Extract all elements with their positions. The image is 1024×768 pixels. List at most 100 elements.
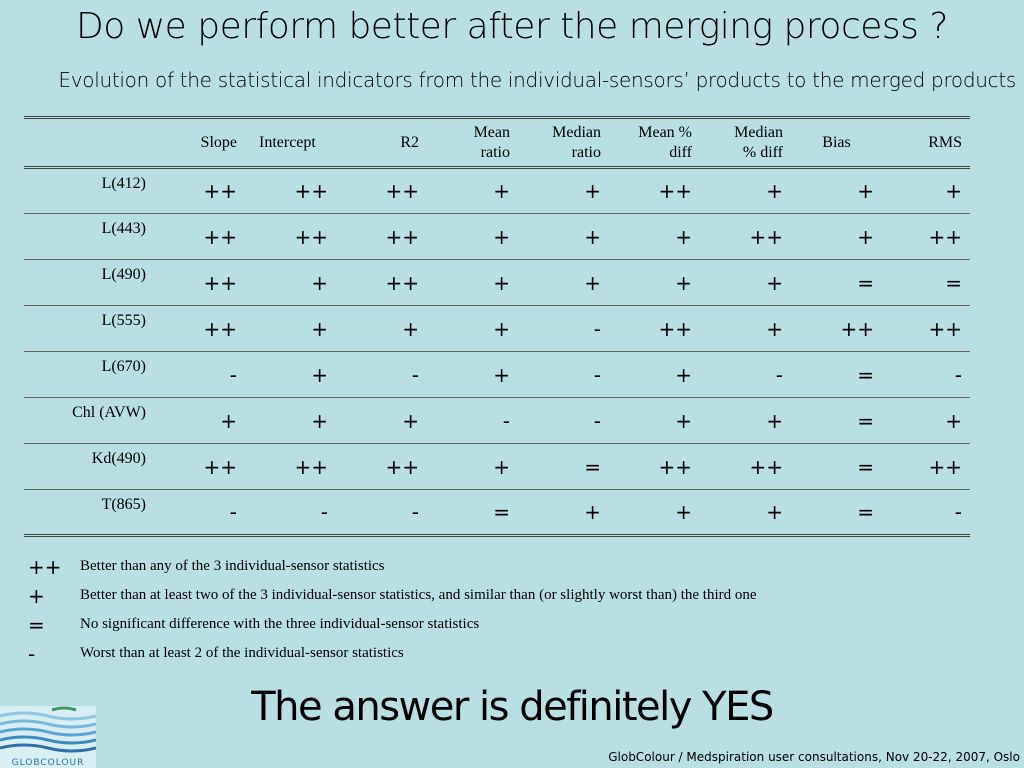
wave-logo-icon bbox=[0, 727, 96, 737]
slide-subtitle: Evolution of the statistical indicators … bbox=[58, 68, 1016, 92]
legend-item: + Better than at least two of the 3 indi… bbox=[28, 581, 1008, 610]
header-r2: R2 bbox=[400, 133, 419, 151]
table-cell: ++ bbox=[658, 316, 692, 341]
table-cell: - bbox=[593, 408, 601, 433]
table-cell: - bbox=[229, 500, 237, 524]
table-cell: + bbox=[311, 362, 328, 387]
table-cell: - bbox=[593, 362, 601, 387]
table-cell: + bbox=[493, 454, 510, 479]
table-cell: ++ bbox=[203, 316, 237, 341]
table-cell: = bbox=[857, 454, 874, 479]
wave-logo-icon bbox=[0, 743, 96, 753]
table-cell: ++ bbox=[928, 316, 962, 341]
header-empty bbox=[24, 118, 154, 168]
wave-logo-icon bbox=[0, 735, 96, 745]
table-cell: + bbox=[857, 224, 874, 249]
wave-logo-icon bbox=[0, 711, 96, 721]
table-cell: + bbox=[584, 224, 601, 249]
table-cell: - bbox=[229, 362, 237, 387]
header-median-ratio: Median ratio bbox=[552, 123, 601, 161]
table-cell: + bbox=[311, 270, 328, 295]
header-intercept: Intercept bbox=[259, 133, 316, 151]
table-cell: = bbox=[945, 270, 962, 295]
header-rms: RMS bbox=[928, 133, 962, 151]
legend: ++ Better than any of the 3 individual-s… bbox=[28, 552, 1008, 668]
table-cell: + bbox=[675, 362, 692, 387]
table-row: T(865) - - - = + + + = - bbox=[24, 490, 970, 536]
table-cell: + bbox=[766, 179, 783, 203]
wave-logo-icon bbox=[51, 706, 77, 712]
legend-text: Better than at least two of the 3 indivi… bbox=[80, 587, 757, 603]
legend-text: No significant difference with the three… bbox=[80, 616, 480, 632]
table-row: L(412) ++ ++ ++ + + ++ + + + bbox=[24, 168, 970, 214]
table-cell: + bbox=[493, 179, 510, 203]
table-cell: - bbox=[775, 362, 783, 387]
logo-text: GLOBCOLOUR bbox=[12, 758, 85, 768]
table-row: Kd(490) ++ ++ ++ + = ++ ++ = ++ bbox=[24, 444, 970, 490]
slide-title: Do we perform better after the merging p… bbox=[76, 6, 948, 47]
legend-item: - Worst than at least 2 of the individua… bbox=[28, 639, 1008, 668]
globcolour-logo: GLOBCOLOUR bbox=[0, 706, 96, 768]
table-cell: ++ bbox=[294, 179, 328, 203]
row-label: L(490) bbox=[101, 266, 146, 283]
table-cell: = bbox=[857, 408, 874, 433]
table-cell: ++ bbox=[928, 454, 962, 479]
table-cell: + bbox=[493, 224, 510, 249]
legend-symbol: - bbox=[28, 641, 36, 666]
table-cell: + bbox=[311, 408, 328, 433]
table-cell: ++ bbox=[385, 179, 419, 203]
table-cell: ++ bbox=[203, 270, 237, 295]
header-mean-ratio: Mean ratio bbox=[473, 123, 510, 161]
table-row: L(443) ++ ++ ++ + + + ++ + ++ bbox=[24, 214, 970, 260]
wave-logo-icon bbox=[0, 719, 96, 729]
table-cell: + bbox=[675, 224, 692, 249]
table-cell: + bbox=[857, 179, 874, 203]
table-cell: + bbox=[945, 408, 962, 433]
footer: GlobColour / Medspiration user consultat… bbox=[608, 750, 1020, 764]
table-cell: - bbox=[320, 500, 328, 524]
table-cell: ++ bbox=[749, 454, 783, 479]
table-cell: - bbox=[502, 408, 510, 433]
row-label: L(443) bbox=[101, 220, 146, 237]
row-label: L(412) bbox=[101, 175, 146, 192]
table-cell: + bbox=[766, 408, 783, 433]
table-cell: ++ bbox=[840, 316, 874, 341]
table-cell: - bbox=[954, 500, 962, 524]
table-cell: + bbox=[766, 500, 783, 524]
legend-item: = No significant difference with the thr… bbox=[28, 610, 1008, 639]
legend-symbol: = bbox=[28, 612, 45, 637]
indicators-table: Slope Intercept R2 Mean ratio Median ratio… bbox=[24, 116, 970, 537]
table-cell: = bbox=[584, 454, 601, 479]
table-cell: + bbox=[220, 408, 237, 433]
header-bias: Bias bbox=[822, 133, 851, 151]
table-cell: + bbox=[493, 316, 510, 341]
table-cell: + bbox=[402, 316, 419, 341]
table-cell: ++ bbox=[203, 224, 237, 249]
row-label: Chl (AVW) bbox=[72, 404, 146, 421]
row-label: L(670) bbox=[101, 358, 146, 375]
table-cell: ++ bbox=[658, 454, 692, 479]
table-row: L(670) - + - + - + - = - bbox=[24, 352, 970, 398]
table-cell: ++ bbox=[203, 179, 237, 203]
table-cell: + bbox=[945, 179, 962, 203]
table-cell: ++ bbox=[294, 454, 328, 479]
table-cell: + bbox=[766, 316, 783, 341]
table-cell: + bbox=[766, 270, 783, 295]
legend-item: ++ Better than any of the 3 individual-s… bbox=[28, 552, 1008, 581]
table-cell: = bbox=[857, 270, 874, 295]
table-cell: ++ bbox=[203, 454, 237, 479]
table-row: Chl (AVW) + + + - - + + = + bbox=[24, 398, 970, 444]
table-cell: ++ bbox=[749, 224, 783, 249]
table-cell: - bbox=[954, 362, 962, 387]
legend-symbol: ++ bbox=[28, 554, 62, 579]
table-cell: = bbox=[857, 362, 874, 387]
legend-symbol: + bbox=[28, 583, 45, 608]
table-cell: + bbox=[584, 179, 601, 203]
table-cell: ++ bbox=[385, 454, 419, 479]
legend-text: Worst than at least 2 of the individual-… bbox=[80, 645, 404, 661]
table-cell: + bbox=[675, 270, 692, 295]
table-header-row: Slope Intercept R2 Mean ratio Median ratio… bbox=[24, 118, 970, 168]
table-cell: + bbox=[584, 270, 601, 295]
table-row: L(555) ++ + + + - ++ + ++ ++ bbox=[24, 306, 970, 352]
table-cell: + bbox=[493, 270, 510, 295]
